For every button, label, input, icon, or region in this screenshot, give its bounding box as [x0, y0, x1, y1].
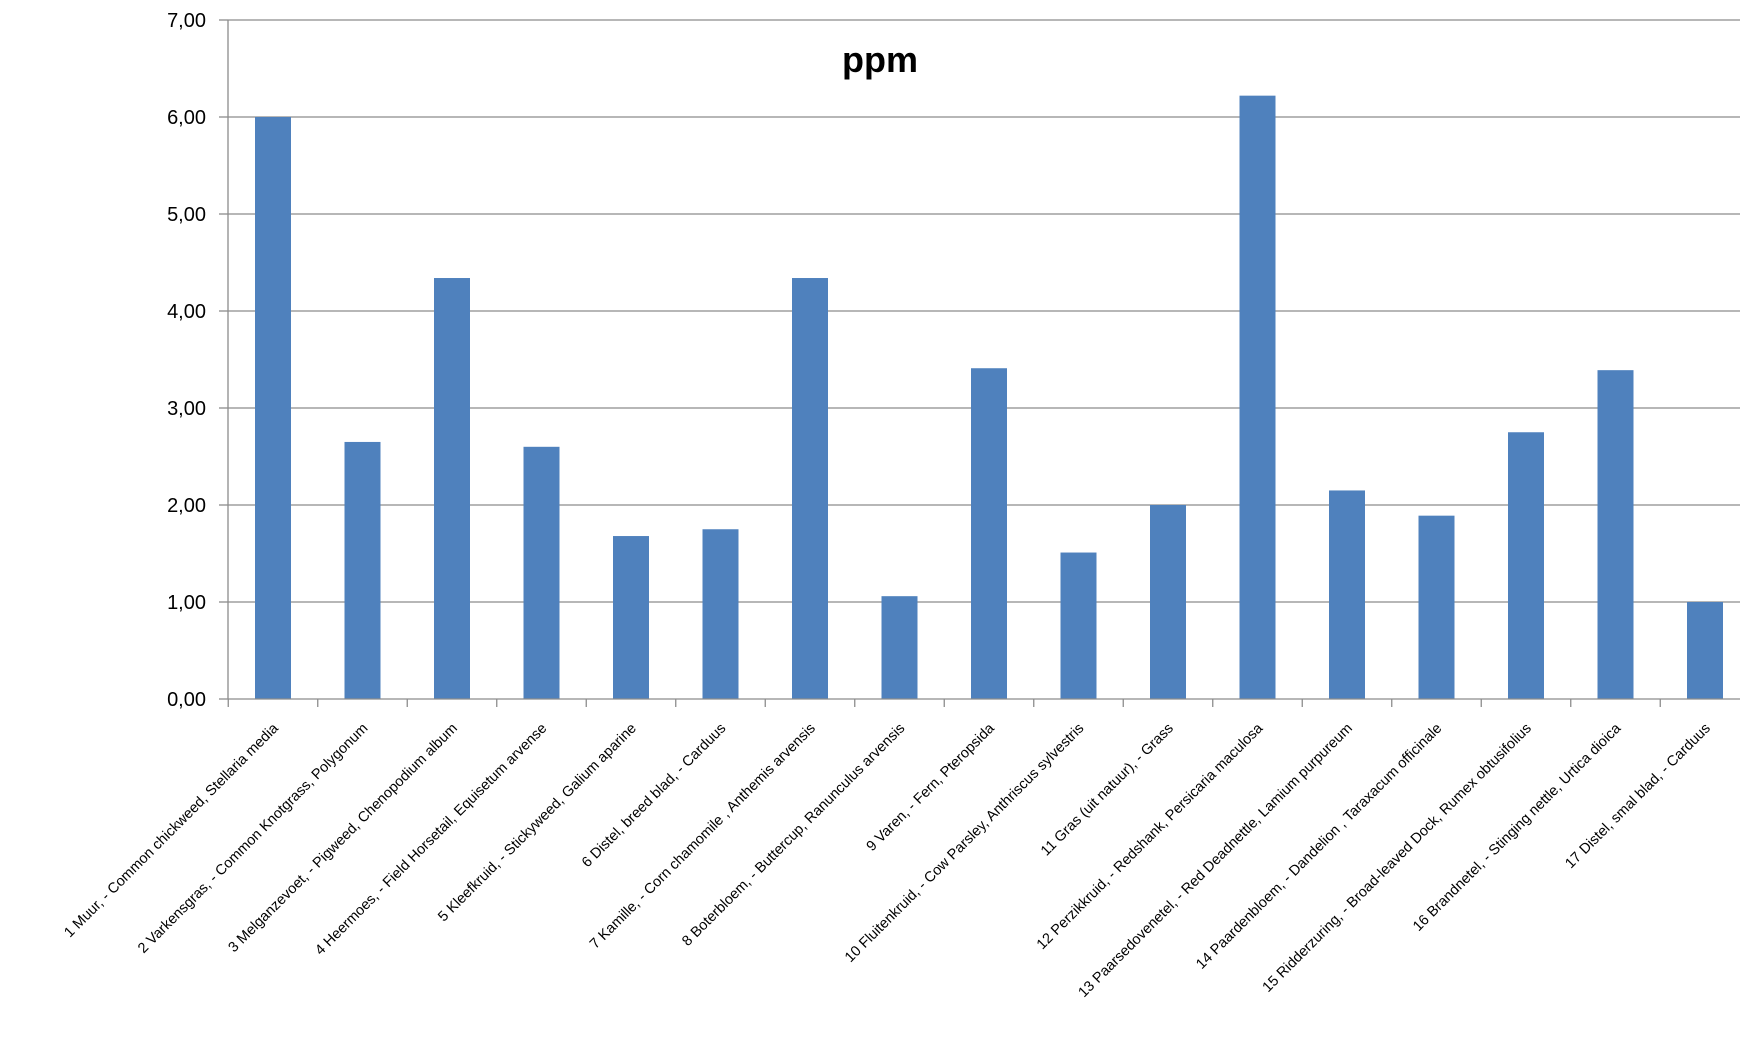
y-tick-label: 6,00 — [167, 107, 206, 129]
bar — [1418, 515, 1455, 699]
y-tick-label: 4,00 — [167, 301, 206, 323]
bar — [1060, 552, 1097, 699]
bar — [434, 278, 470, 699]
x-category-label: 17 Distel, smal blad, - Carduus — [1562, 721, 1713, 872]
x-category-label: 6 Distel, breed blad, - Carduus — [579, 721, 729, 871]
x-category-label: 16 Brandnetel, - Stinging nettle, Urtica… — [1410, 720, 1625, 935]
bar — [1687, 602, 1723, 699]
chart-title: ppm — [842, 39, 918, 80]
y-tick-label: 2,00 — [167, 495, 206, 517]
bar — [792, 278, 828, 699]
y-tick-label: 3,00 — [167, 398, 206, 420]
y-tick-label: 5,00 — [167, 204, 206, 226]
bar — [1508, 432, 1544, 699]
label-layer: 1 Muur, - Common chickweed, Stellaria me… — [61, 720, 1713, 1001]
bar — [881, 596, 918, 699]
bar — [971, 368, 1007, 699]
axis-layer: 0,00 1,00 2,00 3,00 4,00 5,00 6,00 7,00 — [167, 10, 1740, 711]
y-tick-label: 1,00 — [167, 592, 206, 614]
bar — [1597, 370, 1634, 699]
bar — [523, 446, 560, 699]
bar — [255, 117, 291, 699]
bar — [1150, 505, 1186, 699]
bar — [702, 529, 739, 699]
y-tick-label: 7,00 — [167, 10, 206, 32]
bar — [613, 536, 649, 699]
bar — [1329, 490, 1365, 699]
bar-layer — [255, 95, 1723, 699]
bar — [1239, 95, 1276, 699]
x-category-label: 5 Kleefkruid, - Stickyweed, Galium apari… — [435, 721, 640, 926]
bar — [344, 441, 381, 699]
y-tick-label: 0,00 — [167, 689, 206, 711]
